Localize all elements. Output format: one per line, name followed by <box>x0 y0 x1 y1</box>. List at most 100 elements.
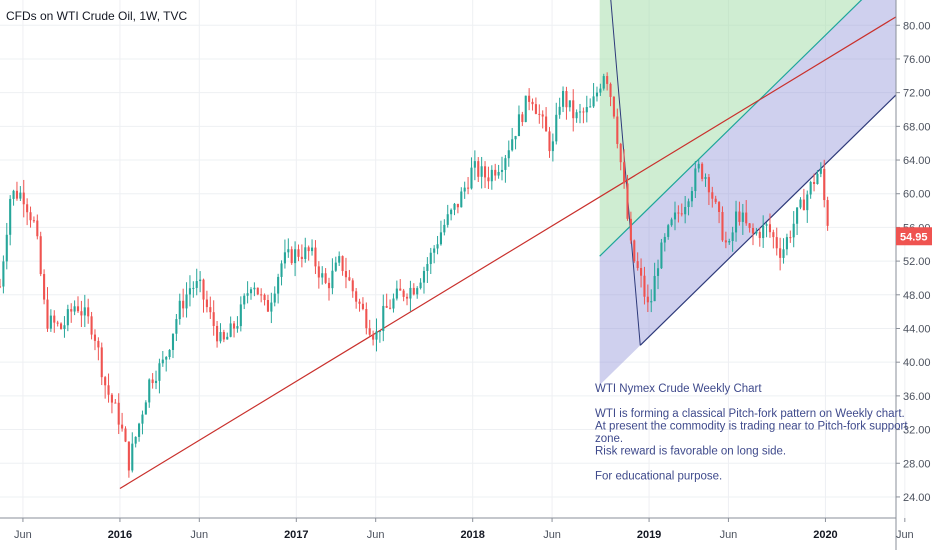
x-tick-label: 2016 <box>108 529 132 541</box>
y-tick-label: 48.00 <box>903 290 931 302</box>
candle-body <box>551 141 554 152</box>
candle-body <box>80 311 83 316</box>
candle-body <box>745 212 748 224</box>
pitchfork-lower-line <box>639 94 897 346</box>
candle-body <box>660 242 663 269</box>
annotation-line: For educational purpose. <box>595 471 722 483</box>
candle-body <box>36 220 39 237</box>
candle-body <box>158 363 161 381</box>
candle-body <box>433 248 436 253</box>
candle-body <box>477 161 480 177</box>
candle-body <box>470 167 473 189</box>
candle-body <box>161 359 164 364</box>
candle-body <box>823 168 826 201</box>
candle-body <box>344 271 348 278</box>
x-tick-label: Jun <box>190 529 208 541</box>
candle-body <box>76 306 80 312</box>
candle-body <box>382 305 385 332</box>
candle-body <box>534 104 537 114</box>
candle-body <box>331 270 334 289</box>
candle-body <box>0 286 2 288</box>
y-tick-label: 80.00 <box>903 20 931 32</box>
candle-body <box>453 203 456 210</box>
candle-body <box>321 273 324 278</box>
last-price-tag <box>896 227 932 246</box>
candle-body <box>165 357 168 360</box>
candle-body <box>545 116 548 132</box>
candle-body <box>568 100 571 108</box>
candle-body <box>565 91 568 108</box>
x-tick-label: Jun <box>896 529 914 541</box>
candle-body <box>280 263 283 277</box>
candle-body <box>731 232 734 242</box>
candle-body <box>53 315 56 323</box>
y-tick-label: 64.00 <box>903 155 931 167</box>
candle-body <box>97 340 100 348</box>
candle-body <box>422 270 426 283</box>
candle-body <box>765 224 768 226</box>
candle-body <box>63 325 66 330</box>
candle-body <box>399 288 402 291</box>
candle-body <box>578 111 582 113</box>
candle-body <box>436 244 439 249</box>
candle-body <box>585 107 588 113</box>
candle-body <box>22 192 25 205</box>
candle-body <box>212 312 215 326</box>
candle-body <box>514 136 517 140</box>
candle-body <box>43 274 46 300</box>
y-tick-label: 72.00 <box>903 88 931 100</box>
candle-body <box>680 213 683 215</box>
candle-body <box>243 295 246 305</box>
candle-body <box>144 402 147 415</box>
candle-body <box>646 296 649 303</box>
candle-body <box>29 212 32 221</box>
candle-body <box>636 261 639 269</box>
candle-body <box>361 303 364 310</box>
candle-body <box>412 287 415 295</box>
candle-body <box>650 301 653 303</box>
candle-body <box>558 106 561 115</box>
candle-body <box>378 331 381 333</box>
candle-body <box>327 282 331 289</box>
candle-body <box>673 212 677 220</box>
candle-body <box>528 95 531 102</box>
candle-body <box>707 177 710 193</box>
candle-body <box>690 191 693 202</box>
candle-body <box>205 299 208 308</box>
candle-body <box>633 240 636 262</box>
candle-body <box>104 377 107 386</box>
candle-body <box>582 111 585 113</box>
x-tick-label: 2018 <box>460 529 484 541</box>
pitchfork-handle <box>610 0 641 346</box>
candle-body <box>66 309 69 326</box>
candle-body <box>365 309 368 329</box>
candle-body <box>290 249 293 264</box>
candle-body <box>26 204 29 213</box>
trend-line <box>119 16 897 490</box>
candle-body <box>785 237 788 250</box>
candle-body <box>151 379 154 384</box>
candle-body <box>392 298 395 309</box>
candle-body <box>697 163 700 169</box>
candle-body <box>114 402 117 404</box>
candle-body <box>127 441 130 471</box>
candle-body <box>260 294 263 296</box>
candle-body <box>711 192 714 199</box>
candle-body <box>121 424 124 429</box>
candle-body <box>562 91 565 107</box>
candle-body <box>541 114 544 117</box>
candle-body <box>592 96 595 107</box>
candle-body <box>314 247 317 267</box>
candle-body <box>266 300 270 312</box>
time-axis: Jun 2016 Jun 2017 Jun 2018 Jun 2019 Jun 2020 Jun <box>0 517 914 541</box>
candle-body <box>806 194 809 211</box>
candle-body <box>653 275 656 302</box>
candle-body <box>395 288 398 299</box>
candle-body <box>809 181 812 195</box>
candle-body <box>229 323 232 337</box>
candle-body <box>762 225 765 239</box>
candle-body <box>46 299 49 329</box>
candle-body <box>656 268 660 276</box>
